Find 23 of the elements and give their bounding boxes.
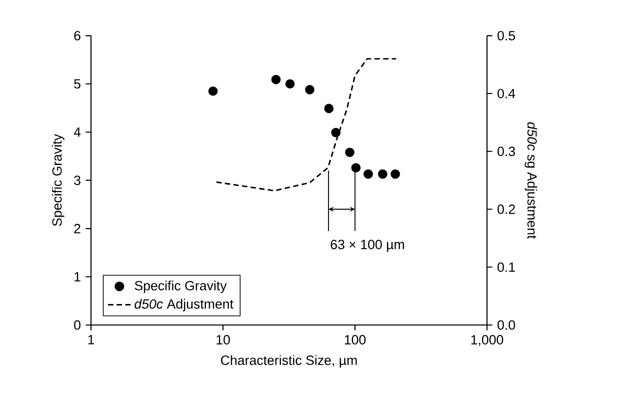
y2-tick-label: 0.0: [498, 320, 516, 330]
y-tick-label: 4: [74, 128, 81, 137]
y2-axis-title: d50c sg Adjustment: [524, 122, 538, 239]
y2-tick-label: 0.5: [498, 30, 516, 40]
y2-tick-label: 0.2: [498, 204, 515, 214]
x-tick-label: 100: [344, 335, 366, 344]
x-tick-label: 1,000: [471, 335, 504, 346]
y2-tick-label: 0.3: [498, 146, 515, 156]
y-tick-label: 3: [74, 176, 80, 186]
y-tick-label: 5: [74, 79, 80, 89]
y2-tick-label: 0.4: [498, 88, 516, 98]
y-tick-label: 0: [74, 320, 80, 330]
legend-label: d50c Adjustment: [134, 298, 234, 312]
x-tick-label: 10: [216, 335, 230, 344]
y-tick-label: 2: [74, 224, 80, 234]
ref-line-label: 63 × 100 µm: [330, 240, 404, 252]
y-tick-label: 6: [74, 30, 80, 40]
y2-tick-label: 0.1: [498, 262, 515, 272]
y-axis-title: Specific Gravity: [52, 134, 64, 226]
x-axis-title: Characteristic Size, µm: [221, 355, 357, 368]
y-tick-label: 1: [74, 272, 80, 282]
legend-label: Specific Gravity: [134, 280, 227, 294]
x-tick-label: 1: [88, 335, 94, 344]
